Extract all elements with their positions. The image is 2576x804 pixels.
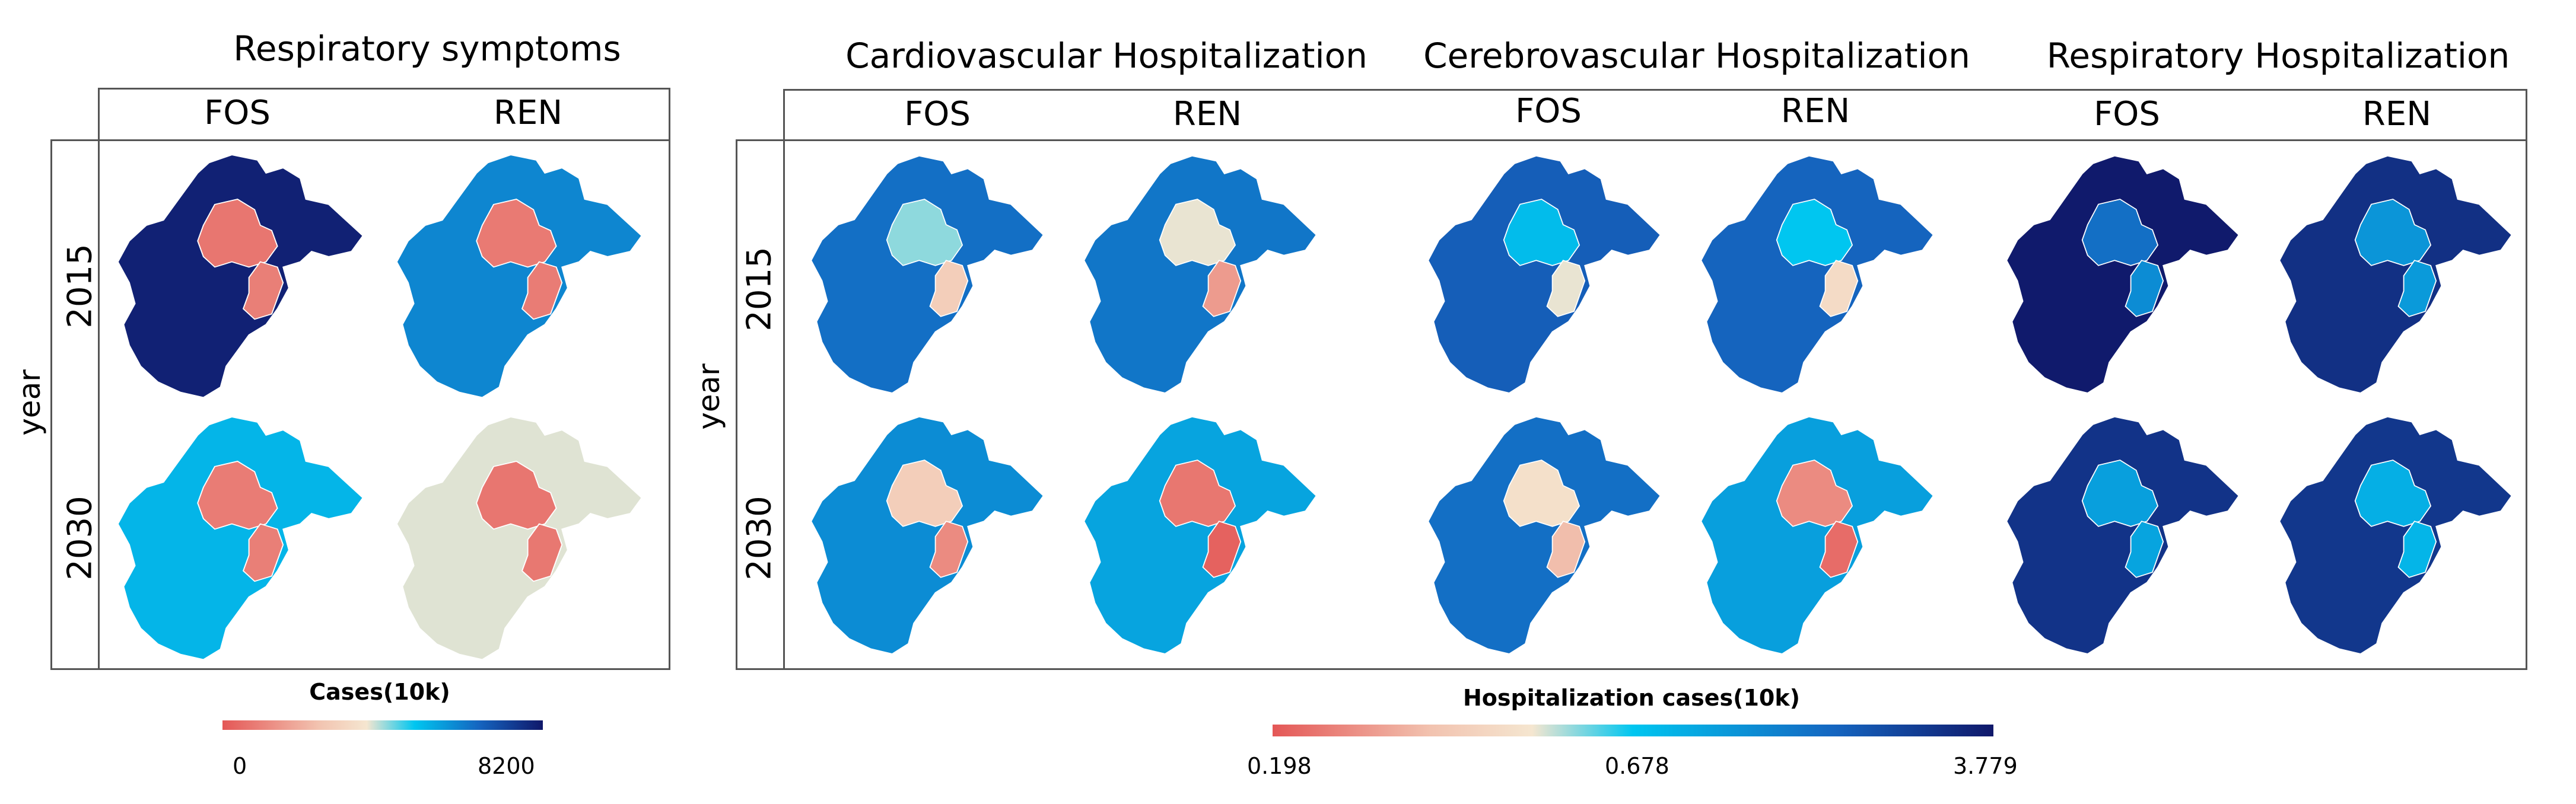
map-cerebro-2015-fos [1427, 155, 1661, 394]
region-tianjin [521, 261, 563, 320]
left-col-label-fos: FOS [204, 94, 271, 132]
right-row-strip-divider [783, 139, 785, 670]
region-beijing [2081, 199, 2159, 266]
cerebro-panel-title: Cerebrovascular Hospitalization [1423, 36, 1970, 76]
map-cardio-2015-fos [810, 155, 1044, 394]
region-beijing [197, 461, 278, 530]
region-hebei [2279, 416, 2513, 655]
right-year-axis-label: year [692, 363, 726, 430]
region-beijing [476, 461, 557, 530]
region-beijing [197, 199, 278, 268]
region-hebei [1083, 416, 1317, 655]
region-tianjin [1546, 260, 1586, 317]
map-resp-hosp-2030-fos [2006, 416, 2240, 655]
region-beijing [1159, 199, 1236, 266]
region-hebei [396, 154, 643, 398]
region-tianjin [521, 523, 563, 582]
region-hebei [117, 154, 364, 398]
region-tianjin [1202, 260, 1242, 317]
region-tianjin [2397, 260, 2437, 317]
right-colorbar-tick-min: 0.198 [1247, 753, 1312, 779]
region-beijing [886, 460, 963, 527]
region-hebei [1427, 416, 1661, 655]
map-cerebro-2015-ren [1700, 155, 1934, 394]
map-resp-hosp-2015-fos [2006, 155, 2240, 394]
right-row-label-2015: 2015 [740, 247, 779, 331]
left-header-frame [98, 88, 670, 141]
region-beijing [2354, 460, 2432, 527]
map-cerebro-2030-fos [1427, 416, 1661, 655]
map-resp-symptoms-2030-fos [117, 416, 364, 661]
region-beijing [1159, 460, 1236, 527]
region-tianjin [1819, 260, 1859, 317]
region-beijing [476, 199, 557, 268]
region-hebei [1700, 155, 1934, 394]
right-row-label-2030: 2030 [740, 496, 779, 580]
region-hebei [2279, 155, 2513, 394]
map-cardio-2030-ren [1083, 416, 1317, 655]
region-hebei [810, 155, 1044, 394]
map-resp-hosp-2030-ren [2279, 416, 2513, 655]
region-beijing [1503, 199, 1580, 266]
region-tianjin [929, 521, 969, 578]
left-col-label-ren: REN [493, 94, 563, 132]
left-year-axis-label: year [12, 369, 47, 436]
right-header-frame [783, 89, 2527, 141]
left-panel-title: Respiratory symptoms [233, 28, 621, 69]
left-colorbar-tick-min: 0 [233, 753, 247, 779]
right-colorbar [1273, 725, 1993, 736]
map-resp-hosp-2015-ren [2279, 155, 2513, 394]
map-cardio-2015-ren [1083, 155, 1317, 394]
cerebro-col-label-fos: FOS [1515, 92, 1582, 130]
region-tianjin [2125, 260, 2164, 317]
region-tianjin [1546, 521, 1586, 578]
region-hebei [396, 416, 643, 661]
region-tianjin [242, 523, 284, 582]
right-colorbar-title: Hospitalization cases(10k) [1462, 685, 1800, 711]
left-colorbar-tick-max: 8200 [478, 753, 535, 779]
region-beijing [1503, 460, 1580, 527]
right-colorbar-tick-max: 3.779 [1953, 753, 2018, 779]
left-plot-frame [50, 139, 670, 670]
region-hebei [810, 416, 1044, 655]
region-hebei [2006, 416, 2240, 655]
cardio-col-label-ren: REN [1172, 95, 1242, 133]
region-hebei [1083, 155, 1317, 394]
region-tianjin [2125, 521, 2164, 578]
map-resp-symptoms-2015-fos [117, 154, 364, 398]
region-tianjin [929, 260, 969, 317]
region-beijing [1776, 199, 1853, 266]
region-tianjin [1202, 521, 1242, 578]
left-row-strip-divider [98, 139, 100, 670]
region-beijing [886, 199, 963, 266]
resp-hosp-panel-title: Respiratory Hospitalization [2046, 36, 2510, 76]
right-plot-frame [736, 139, 2527, 670]
region-tianjin [242, 261, 284, 320]
region-hebei [1427, 155, 1661, 394]
region-hebei [2006, 155, 2240, 394]
left-row-label-2030: 2030 [61, 496, 100, 580]
map-cardio-2030-fos [810, 416, 1044, 655]
cardio-panel-title: Cardiovascular Hospitalization [845, 36, 1367, 76]
region-hebei [1700, 416, 1934, 655]
map-cerebro-2030-ren [1700, 416, 1934, 655]
map-resp-symptoms-2030-ren [396, 416, 643, 661]
cerebro-col-label-ren: REN [1780, 92, 1850, 130]
region-tianjin [1819, 521, 1859, 578]
region-beijing [2354, 199, 2432, 266]
left-row-label-2015: 2015 [61, 244, 100, 328]
region-beijing [1776, 460, 1853, 527]
map-resp-symptoms-2015-ren [396, 154, 643, 398]
region-tianjin [2397, 521, 2437, 578]
left-colorbar-title: Cases(10k) [309, 679, 450, 705]
right-colorbar-tick-mid: 0.678 [1605, 753, 1669, 779]
resp-hosp-col-label-ren: REN [2362, 95, 2432, 133]
region-beijing [2081, 460, 2159, 527]
cardio-col-label-fos: FOS [904, 95, 971, 133]
resp-hosp-col-label-fos: FOS [2094, 95, 2160, 133]
left-colorbar [222, 720, 543, 730]
region-hebei [117, 416, 364, 661]
